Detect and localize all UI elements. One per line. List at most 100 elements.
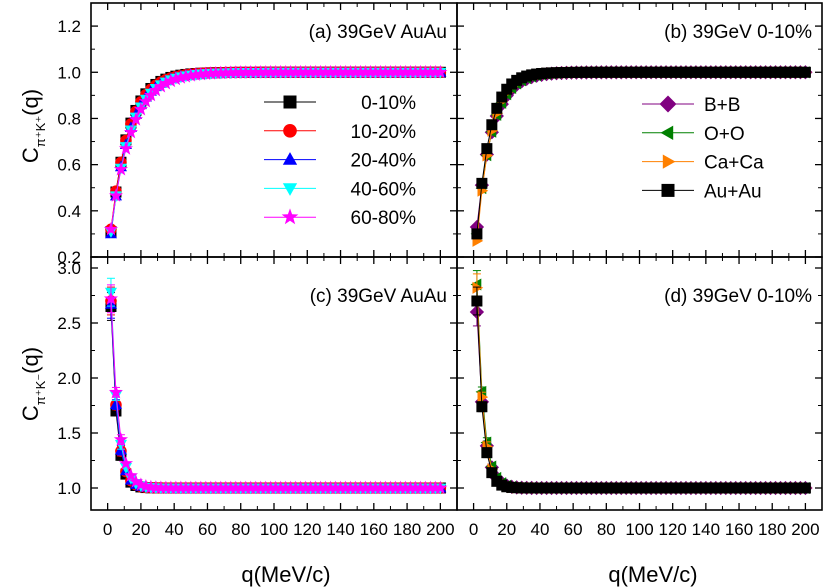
- legend-label: Au+Au: [704, 181, 762, 202]
- series-c-10-20%: [105, 286, 447, 494]
- data-point: [109, 398, 123, 409]
- data-point: [168, 71, 183, 86]
- legend-marker: [662, 154, 676, 169]
- series-line: [476, 284, 806, 489]
- series-line: [476, 311, 806, 489]
- panel-title: (c) 39GeV AuAu: [310, 286, 447, 307]
- x-tick-label: 40: [530, 520, 549, 539]
- data-point: [193, 66, 208, 81]
- x-tick-label: 20: [497, 520, 516, 539]
- x-tick-label: 20: [131, 520, 150, 539]
- x-tick-label: 140: [692, 520, 720, 539]
- x-tick-label: 140: [326, 520, 354, 539]
- x-ticks: [106, 3, 442, 257]
- legend-label: 40-60%: [351, 179, 417, 200]
- panel-b: (b) 39GeV 0-10% B+B O+O Ca+Ca Au+Au: [456, 2, 823, 258]
- y-tick-label: 1.2: [57, 17, 81, 36]
- data-point: [243, 65, 258, 79]
- data-point: [153, 79, 168, 93]
- series-d-Au+Au: [471, 286, 811, 494]
- data-point: [481, 447, 493, 459]
- y-axis-title-top-sub: π⁺K⁺: [33, 116, 48, 147]
- data-point: [208, 65, 223, 80]
- x-ticks: 0 20 40 60 80 100 120 140 160 180 200: [469, 257, 820, 539]
- y-tick-label: 0.8: [57, 109, 81, 128]
- svg-text:Cπ⁺K⁻(q): Cπ⁺K⁻(q): [18, 347, 48, 421]
- y-tick-label: 0.6: [57, 156, 81, 175]
- data-point: [268, 64, 283, 79]
- data-point: [258, 64, 273, 79]
- series-line: [476, 287, 806, 489]
- data-point: [486, 467, 498, 479]
- series-b-B+B: [469, 65, 813, 235]
- legend-marker: [660, 125, 674, 140]
- x-tick-label: 120: [293, 520, 321, 539]
- legend-label: 20-40%: [351, 151, 417, 172]
- data-point: [472, 281, 484, 294]
- data-point: [223, 65, 238, 79]
- data-point: [799, 482, 811, 494]
- y-axis-title-top: Cπ⁺K⁺(q): [18, 89, 48, 163]
- legend-marker: [283, 123, 297, 138]
- legend-label: 0-10%: [361, 93, 416, 114]
- series-line: [110, 300, 441, 489]
- data-point: [143, 87, 158, 102]
- x-tick-label: 200: [426, 520, 454, 539]
- data-point: [103, 291, 119, 305]
- legend: 0-10% 10-20% 20-40% 40-60% 60-80%: [264, 93, 416, 229]
- panel-title: (a) 39GeV AuAu: [309, 22, 447, 43]
- y-tick-label: 1.0: [57, 63, 81, 82]
- panels: 0.2 0.4 0.6 0.8 1.0 1.2 (a) 39GeV AuAu 0-10% 10-…: [57, 2, 823, 539]
- series-line: [110, 306, 441, 489]
- data-point: [158, 76, 173, 90]
- panel-a: 0.2 0.4 0.6 0.8 1.0 1.2 (a) 39GeV AuAu 0-10% 10-…: [57, 2, 458, 267]
- x-ticks: 0 20 40 60 80 100 120 140 160 180 200: [103, 257, 455, 539]
- y-axis-title-bottom: Cπ⁺K⁻(q): [18, 347, 48, 421]
- data-point: [433, 480, 448, 495]
- y-ticks: [457, 25, 822, 258]
- y-axis-title-top-suffix: (q): [18, 89, 43, 116]
- data-point: [799, 66, 811, 78]
- y-tick-label: 2.5: [57, 314, 81, 333]
- data-point: [198, 66, 213, 80]
- data-point: [491, 102, 503, 114]
- x-tick-label: 60: [564, 520, 583, 539]
- data-point: [477, 391, 489, 404]
- series-line: [110, 298, 441, 489]
- series-c-60-80%: [103, 284, 448, 495]
- legend-item: 20-40%: [264, 151, 416, 172]
- x-tick-label: 180: [393, 520, 421, 539]
- x-tick-label: 180: [758, 520, 786, 539]
- legend-marker: [282, 183, 298, 196]
- data-point: [188, 67, 203, 81]
- data-point: [263, 64, 278, 79]
- series-c-20-40%: [104, 289, 447, 493]
- y-tick-label: 2.0: [57, 369, 81, 388]
- x-tick-label: 80: [231, 520, 250, 539]
- panel-d: 0 20 40 60 80 100 120 140 160 180 200 (d) 39GeV 0-1…: [456, 256, 823, 539]
- legend-item: B+B: [642, 95, 740, 116]
- x-tick-label: 160: [360, 520, 388, 539]
- x-tick-label: 80: [597, 520, 616, 539]
- data-point: [123, 468, 138, 482]
- data-point: [108, 384, 124, 399]
- x-tick-label: 120: [658, 520, 686, 539]
- data-point: [103, 221, 119, 236]
- series-line: [110, 304, 441, 489]
- data-point: [128, 474, 143, 488]
- y-tick-label: 0.2: [57, 248, 81, 267]
- series-b-Au+Au: [471, 66, 811, 240]
- legend-label: 60-80%: [351, 208, 417, 229]
- legend-item: 0-10%: [264, 93, 416, 114]
- shared-labels: q(MeV/c) q(MeV/c) Cπ⁺K⁺(q) Cπ⁺K⁻(q): [18, 89, 698, 587]
- data-point: [138, 94, 153, 108]
- legend-marker: [661, 183, 675, 197]
- y-tick-label: 1.0: [57, 479, 81, 498]
- x-tick-label: 0: [469, 520, 478, 539]
- series-a-60-80%: [103, 64, 448, 236]
- y-axis-title-bottom-sub: π⁺K⁻: [33, 374, 48, 405]
- data-point: [228, 65, 243, 79]
- legend: B+B O+O Ca+Ca Au+Au: [642, 95, 764, 202]
- data-point: [113, 162, 129, 176]
